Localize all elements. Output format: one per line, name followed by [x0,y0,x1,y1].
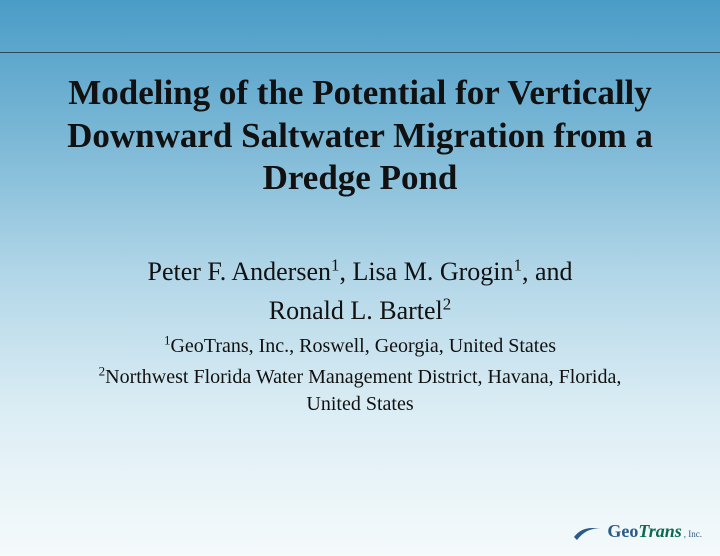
horizontal-divider [0,52,720,53]
author-3-sup: 2 [443,294,451,313]
affil-2-text: Northwest Florida Water Management Distr… [105,366,621,415]
author-line-1: Peter F. Andersen1, Lisa M. Grogin1, and [70,256,650,289]
author-2-prefix: , Lisa M. Grogin [339,257,513,286]
author-tail-1: , and [522,257,573,286]
slide-title: Modeling of the Potential for Vertically… [60,72,660,200]
company-logo: GeoTrans, Inc. [573,521,702,542]
logo-inc: , Inc. [684,529,702,539]
author-3: Ronald L. Bartel [269,296,443,325]
authors-block: Peter F. Andersen1, Lisa M. Grogin1, and… [70,256,650,418]
logo-text: GeoTrans, Inc. [607,521,702,542]
affiliation-1: 1GeoTrans, Inc., Roswell, Georgia, Unite… [70,333,650,360]
logo-trans: Trans [638,521,681,541]
logo-swoosh-icon [573,523,601,541]
author-line-2: Ronald L. Bartel2 [70,295,650,328]
author-1: Peter F. Andersen [148,257,332,286]
logo-geo: Geo [607,521,638,541]
author-2-sup: 1 [514,255,522,274]
affiliation-2: 2Northwest Florida Water Management Dist… [70,364,650,418]
affil-1-text: GeoTrans, Inc., Roswell, Georgia, United… [170,335,556,357]
